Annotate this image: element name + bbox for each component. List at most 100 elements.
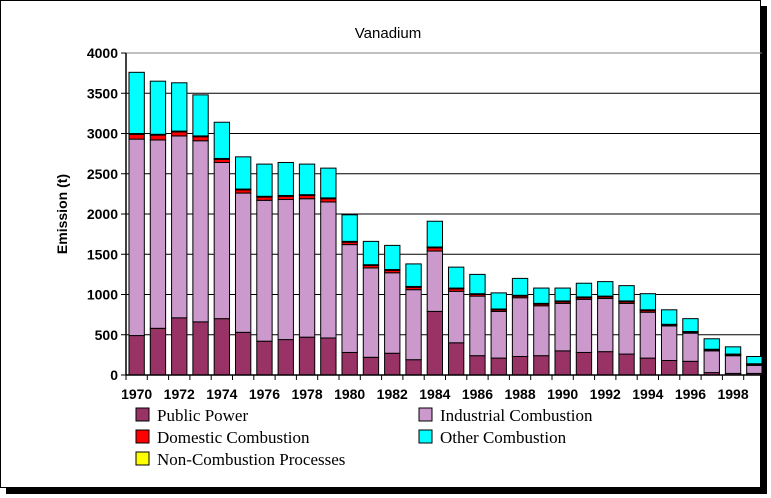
y-tick-label: 1000 [87,287,118,303]
bar-other-combustion-1978 [298,163,316,196]
bar-industrial-combustion-1982 [384,272,401,354]
bar-other-combustion-1997 [703,338,720,350]
y-tick-label: 3000 [87,126,118,142]
bar-domestic-combustion-1970 [128,133,145,140]
chart-frame: Vanadium Emission (t) 0 500 1000 1500 2000 25… [0,0,762,488]
y-tick-label: 4000 [87,45,118,61]
bar-domestic-combustion-1972 [171,131,188,137]
bar-other-combustion-1975 [234,156,252,190]
bar-other-combustion-1998 [724,346,742,355]
y-axis-label: Emission (t) [54,174,70,254]
bar-public-power-1994 [639,357,657,376]
bar-other-combustion-1994 [639,293,657,311]
x-tick-label: 1970 [121,386,152,402]
bar-industrial-combustion-1991 [575,298,593,353]
legend-swatch-non-combustion-processes [135,451,150,466]
legend-swatch-domestic-combustion [135,429,150,444]
bar-industrial-combustion-1973 [192,140,209,323]
x-tick-label: 1990 [547,386,578,402]
legend: Public Power Industrial Combustion Domesti… [135,406,593,469]
x-tick-label: 1996 [675,386,706,402]
bar-public-power-1976 [256,340,273,376]
bar-industrial-combustion-1979 [320,201,337,339]
legend-swatch-public-power [135,407,150,422]
bar-industrial-combustion-1980 [341,244,358,353]
bar-industrial-combustion-1996 [682,332,699,362]
legend-swatch-industrial-combustion [418,407,433,422]
bar-public-power-1986 [469,355,486,376]
legend-label-non-combustion-processes: Non-Combustion Processes [157,450,345,469]
bar-industrial-combustion-1981 [362,267,380,358]
y-tick-label: 3500 [87,85,118,101]
bar-public-power-1988 [511,355,529,376]
bar-other-combustion-1988 [511,277,529,296]
bar-industrial-combustion-1972 [171,135,188,319]
bar-industrial-combustion-1983 [405,289,422,361]
bar-other-combustion-1974 [213,121,231,159]
legend-label-other-combustion: Other Combustion [440,428,567,447]
bar-other-combustion-1995 [660,309,678,325]
chart-title: Vanadium [355,25,421,42]
bar-other-combustion-1973 [192,94,209,137]
bar-public-power-1978 [298,336,316,376]
bar-public-power-1982 [384,352,401,376]
chart-svg: Vanadium Emission (t) 0 500 1000 1500 2000 25… [54,25,762,469]
bar-other-combustion-1972 [171,82,188,132]
bar-other-combustion-1984 [426,220,444,248]
bar-public-power-1980 [341,351,358,376]
bar-industrial-combustion-1989 [533,305,550,357]
x-tick-label: 1978 [291,386,322,402]
bar-public-power-1987 [490,357,507,376]
x-tick-label: 1976 [249,386,280,402]
bar-industrial-combustion-1977 [277,199,294,341]
grid-lines [126,52,762,336]
bar-industrial-combustion-1974 [213,161,231,320]
bar-industrial-combustion-1999 [746,364,762,374]
bar-industrial-combustion-1975 [234,192,252,333]
legend-label-industrial-combustion: Industrial Combustion [440,406,593,425]
bar-public-power-1977 [277,339,294,376]
y-tick-label: 2000 [87,206,118,222]
bar-public-power-1981 [362,356,380,376]
x-tick-label: 1994 [632,386,663,402]
bar-other-combustion-1981 [362,240,380,266]
bar-public-power-1972 [171,317,188,376]
bar-other-combustion-1985 [447,266,465,289]
bar-public-power-1996 [682,360,699,376]
bar-other-combustion-1992 [597,281,614,297]
bar-domestic-combustion-1971 [149,134,167,141]
bar-domestic-combustion-1973 [192,136,209,142]
bar-industrial-combustion-1971 [149,139,167,329]
x-tick-label: 1992 [590,386,621,402]
bar-public-power-1991 [575,351,593,376]
bar-industrial-combustion-1978 [298,198,316,338]
x-tick-label: 1998 [717,386,748,402]
bar-other-combustion-1979 [320,167,337,199]
bar-industrial-combustion-1997 [703,350,720,374]
bar-public-power-1971 [149,327,167,376]
legend-swatch-other-combustion [418,429,433,444]
bar-public-power-1970 [128,335,145,376]
bar-other-combustion-1990 [554,287,571,302]
y-tick-label: 500 [95,327,119,343]
bar-other-combustion-1987 [490,292,507,310]
bar-industrial-combustion-1995 [660,325,678,362]
bar-other-combustion-1991 [575,282,593,298]
legend-label-domestic-combustion: Domestic Combustion [157,428,310,447]
bar-industrial-combustion-1993 [618,302,635,355]
bar-industrial-combustion-1976 [256,199,273,342]
bar-public-power-1983 [405,359,422,376]
x-tick-label: 1986 [462,386,493,402]
bar-public-power-1989 [533,355,550,376]
bar-industrial-combustion-1970 [128,138,145,337]
x-tick-labels: 1970 1972 1974 1976 1978 1980 1982 1984 1986 1988… [121,386,749,402]
legend-label-public-power: Public Power [157,406,248,425]
x-tick-label: 1980 [334,386,365,402]
bar-public-power-1993 [618,353,635,376]
bar-public-power-1975 [234,331,252,376]
y-tick-labels: 0 500 1000 1500 2000 2500 3000 3500 4000 [87,45,118,383]
bars [128,71,762,376]
bar-industrial-combustion-1992 [597,298,614,353]
y-tick-label: 2500 [87,166,118,182]
bar-other-combustion-1970 [128,71,145,134]
